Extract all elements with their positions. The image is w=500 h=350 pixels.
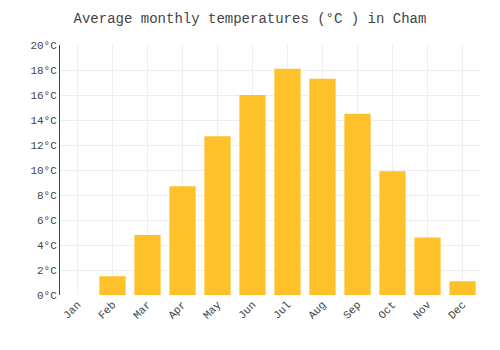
svg-text:Oct: Oct	[376, 299, 398, 321]
svg-text:10°C: 10°C	[30, 165, 57, 177]
svg-text:Sep: Sep	[341, 299, 363, 321]
svg-text:Average monthly temperatures (: Average monthly temperatures (°C ) in Ch…	[74, 11, 427, 27]
svg-text:May: May	[201, 299, 224, 322]
svg-text:Jun: Jun	[236, 299, 258, 321]
svg-text:Jan: Jan	[61, 299, 83, 321]
svg-text:Feb: Feb	[96, 299, 118, 321]
svg-text:18°C: 18°C	[30, 65, 57, 77]
svg-text:Nov: Nov	[411, 299, 434, 322]
svg-text:Dec: Dec	[446, 299, 468, 321]
svg-text:16°C: 16°C	[30, 90, 57, 102]
svg-text:2°C: 2°C	[37, 265, 57, 277]
svg-text:20°C: 20°C	[30, 40, 57, 52]
svg-text:6°C: 6°C	[37, 215, 57, 227]
svg-text:Apr: Apr	[166, 299, 188, 321]
svg-text:14°C: 14°C	[30, 115, 57, 127]
svg-text:Mar: Mar	[131, 299, 153, 321]
svg-text:4°C: 4°C	[37, 240, 57, 252]
svg-text:8°C: 8°C	[37, 190, 57, 202]
svg-text:12°C: 12°C	[30, 140, 57, 152]
svg-text:0°C: 0°C	[37, 290, 57, 302]
svg-text:Jul: Jul	[271, 299, 293, 321]
svg-text:Aug: Aug	[306, 299, 328, 321]
